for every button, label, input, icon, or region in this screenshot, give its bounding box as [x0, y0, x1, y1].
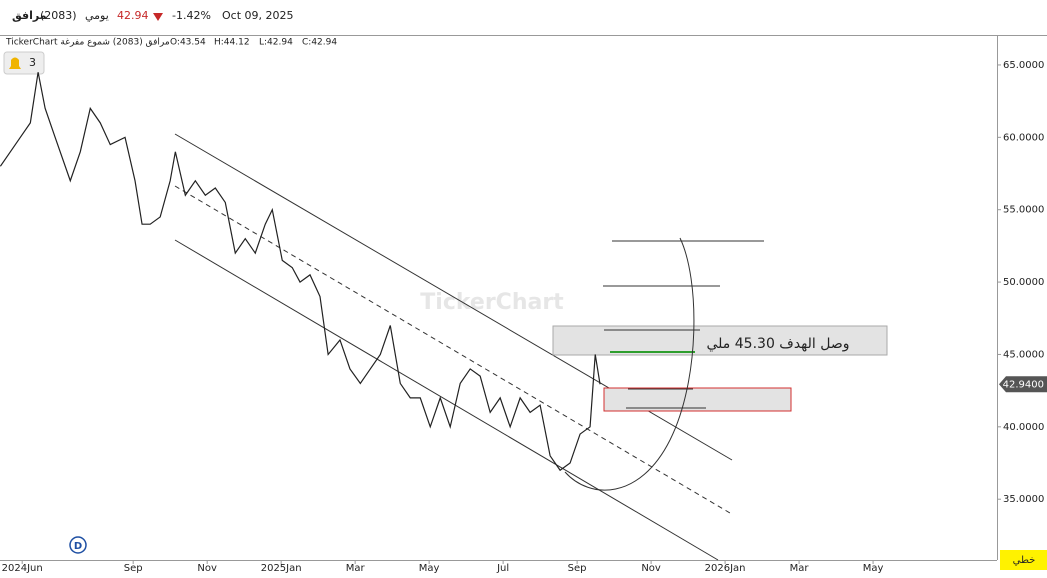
info-title: TickerChart مرافق (2083) شموع مفرغة — [5, 38, 170, 48]
x-tick-label: 2024Jun — [2, 563, 43, 574]
symbol-name[interactable]: مرافق — [12, 9, 47, 22]
event-marker[interactable] — [69, 536, 87, 554]
x-tick-label: Sep — [124, 563, 143, 574]
down-arrow — [153, 13, 163, 21]
x-tick-label: Mar — [346, 563, 366, 574]
info-close: C:42.94 — [302, 38, 337, 48]
x-tick-label: Sep — [568, 563, 587, 574]
y-tick-label: 65.0000 — [1003, 60, 1044, 71]
info-low: L:42.94 — [259, 38, 293, 48]
trend-line[interactable] — [174, 239, 719, 561]
x-tick-label: May — [863, 563, 884, 574]
x-tick-label: May — [419, 563, 440, 574]
target-box[interactable] — [552, 325, 888, 356]
y-tick-label: 60.0000 — [1003, 132, 1044, 143]
alerts-count: 3 — [29, 56, 36, 69]
x-tick-label: Jul — [496, 563, 509, 574]
y-tick-label: 40.0000 — [1003, 422, 1044, 433]
header-bar — [0, 0, 1047, 35]
last-price-label: 42.9400 — [1003, 379, 1044, 390]
bell-icon — [9, 57, 21, 69]
change: -1.42% — [172, 9, 211, 22]
event-marker-label: D — [74, 541, 82, 552]
period[interactable]: يومي — [85, 9, 109, 22]
last-price-tag — [999, 376, 1047, 393]
y-tick-label: 55.0000 — [1003, 205, 1044, 216]
y-tick-label: 35.0000 — [1003, 494, 1044, 505]
price: 42.94 — [117, 9, 149, 22]
info-high: H:44.12 — [214, 38, 250, 48]
y-tick-label: 45.0000 — [1003, 349, 1044, 360]
info-open: O:43.54 — [170, 38, 206, 48]
drawings — [174, 133, 888, 561]
x-tick-label: Nov — [641, 563, 661, 574]
style-button[interactable] — [1000, 550, 1047, 570]
x-tick-label: 2025Jan — [261, 563, 302, 574]
alerts-button[interactable] — [3, 51, 45, 75]
annotation: وصل الهدف 45.30 ملي — [707, 336, 850, 352]
symbol-code: (2083) — [40, 9, 77, 22]
y-tick-label: 50.0000 — [1003, 277, 1044, 288]
price-line — [0, 72, 601, 472]
x-tick-label: 2026Jan — [705, 563, 746, 574]
zone-box[interactable] — [603, 387, 792, 412]
x-tick-label: Nov — [197, 563, 217, 574]
date: Oct 09, 2025 — [222, 9, 294, 22]
arc[interactable] — [564, 237, 695, 491]
style-label: خطي — [1013, 555, 1036, 566]
watermark: TickerChart — [420, 290, 564, 315]
x-tick-label: Mar — [790, 563, 810, 574]
